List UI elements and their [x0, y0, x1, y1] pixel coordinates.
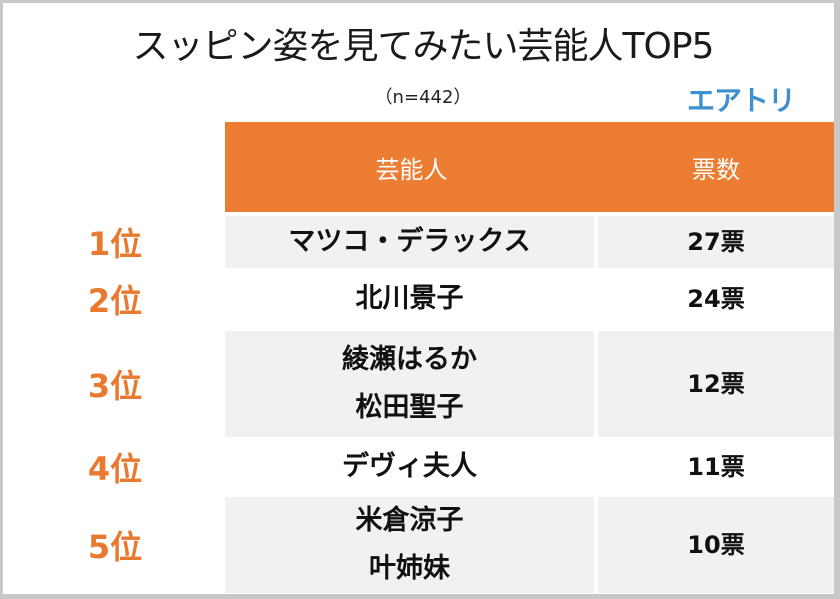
vote-count: 10票 — [598, 497, 834, 593]
vote-count: 11票 — [687, 453, 745, 481]
rank-label: 2位 — [87, 282, 143, 320]
page-title: スッピン姿を見てみたい芸能人TOP5 — [132, 26, 715, 67]
celebrity-name: 綾瀬はるか — [342, 344, 477, 375]
celebrity-name: 米倉涼子 — [355, 505, 464, 536]
rank-label: 1位 — [87, 225, 143, 263]
vote-count: 12票 — [598, 331, 834, 437]
celebrity-name: 叶姉妹 — [369, 553, 450, 584]
vote-count: 27票 — [598, 216, 834, 268]
rank-label: 5位 — [87, 528, 143, 566]
sample-size: （n=442） — [374, 87, 472, 108]
table-row-name: マツコ・デラックス — [225, 216, 594, 268]
celebrity-name: 北川景子 — [355, 283, 464, 314]
table-row-name: デヴィ夫人 — [225, 441, 594, 493]
brand-logo: エアトリ — [687, 84, 796, 117]
vote-count: 24票 — [687, 285, 745, 313]
table-row-name: 綾瀬はるか 松田聖子 — [225, 331, 594, 437]
table-row-name: 北川景子 — [225, 272, 594, 326]
rank-label: 3位 — [87, 367, 143, 405]
table-row-name: 米倉涼子 叶姉妹 — [225, 497, 594, 593]
header-count: 票数 — [598, 122, 834, 212]
rank-label: 4位 — [87, 450, 143, 488]
celebrity-name: デヴィ夫人 — [342, 451, 477, 482]
header-name: 芸能人 — [225, 122, 598, 212]
celebrity-name: マツコ・デラックス — [288, 226, 531, 257]
celebrity-name: 松田聖子 — [355, 392, 464, 423]
